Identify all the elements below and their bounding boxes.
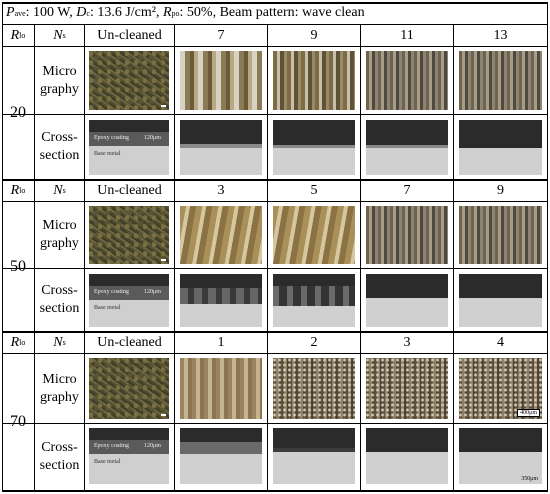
micrography-label: Micro graphy xyxy=(40,63,79,97)
ns-value: 7 xyxy=(217,27,225,43)
rlo-value: 70 xyxy=(10,413,26,430)
cross-section-label: Cross-section xyxy=(39,283,80,316)
uncleaned-header: Un-cleaned xyxy=(97,27,162,43)
scale-label: 400μm xyxy=(517,409,540,417)
ns-value: 3 xyxy=(403,334,411,350)
scale-bar xyxy=(161,259,166,261)
group-rule xyxy=(2,179,548,181)
cross-section-image: 350μm xyxy=(459,428,542,484)
ns-value: 9 xyxy=(497,182,504,198)
rule xyxy=(2,24,548,25)
cross-section-image: Epoxy coating 120μm Base metal xyxy=(89,274,169,327)
micrograph-image xyxy=(366,206,448,264)
group-rule xyxy=(2,331,548,333)
cross-section-label: Cross-section xyxy=(39,440,80,473)
cross-section-image xyxy=(273,274,355,327)
micrograph-image xyxy=(273,51,355,110)
micrograph-image xyxy=(273,206,355,264)
micrograph-image: 400μm xyxy=(459,358,542,419)
rule xyxy=(2,268,548,269)
micrograph-image xyxy=(366,358,448,419)
cross-section-image: Epoxy coating 120μm Base metal xyxy=(89,120,169,175)
cross-section-image xyxy=(180,274,262,327)
micrograph-image xyxy=(366,51,448,110)
micrograph-image xyxy=(180,206,262,264)
cross-section-image xyxy=(459,120,542,175)
ns-value: 13 xyxy=(493,27,508,43)
ns-value: 3 xyxy=(217,182,225,198)
micrograph-image xyxy=(89,51,169,110)
cross-section-image xyxy=(180,120,262,175)
uncleaned-header: Un-cleaned xyxy=(97,334,162,350)
ns-value: 4 xyxy=(497,334,504,350)
micrography-label: Micro graphy xyxy=(40,218,79,251)
bottom-rule xyxy=(2,490,548,492)
rule xyxy=(34,24,35,490)
rule xyxy=(360,24,361,490)
rule xyxy=(547,2,548,492)
rule xyxy=(2,2,3,492)
micrograph-image xyxy=(89,206,169,264)
cross-section-image xyxy=(366,120,448,175)
cross-section-image xyxy=(366,428,448,484)
ns-value: 5 xyxy=(310,182,318,198)
cross-section-label: Cross-section xyxy=(39,130,80,163)
micrography-label: Micro graphy xyxy=(40,371,79,405)
ns-value: 1 xyxy=(217,334,225,350)
rule xyxy=(453,24,454,490)
cross-section-image: Epoxy coating 120μm Base metal xyxy=(89,428,169,484)
ns-value: 9 xyxy=(310,27,318,43)
scale-bar xyxy=(161,414,166,416)
rule xyxy=(2,201,548,202)
scale-bar xyxy=(161,105,166,107)
cross-section-image xyxy=(273,120,355,175)
micrograph-image xyxy=(89,358,169,419)
uncleaned-header: Un-cleaned xyxy=(97,182,162,198)
micrograph-image xyxy=(180,51,262,110)
rlo-value: 50 xyxy=(10,257,26,275)
rule xyxy=(267,24,268,490)
cross-section-image xyxy=(366,274,448,327)
rule xyxy=(2,114,548,115)
micrograph-image xyxy=(273,358,355,419)
ns-value: 2 xyxy=(310,334,318,350)
cross-section-image xyxy=(459,274,542,327)
cross-section-image xyxy=(180,428,262,484)
rule xyxy=(2,46,548,47)
micrograph-image xyxy=(459,51,542,110)
micrograph-image xyxy=(180,358,262,419)
scale-label: 350μm xyxy=(521,476,538,482)
rule xyxy=(174,24,175,490)
micrograph-image xyxy=(459,206,542,264)
rlo-value: 20 xyxy=(10,104,26,121)
rule xyxy=(84,24,85,490)
rule xyxy=(2,423,548,424)
cross-section-image xyxy=(273,428,355,484)
rule xyxy=(2,353,548,354)
top-rule xyxy=(2,2,548,4)
ns-value: 11 xyxy=(400,27,414,43)
ns-value: 7 xyxy=(403,182,411,198)
